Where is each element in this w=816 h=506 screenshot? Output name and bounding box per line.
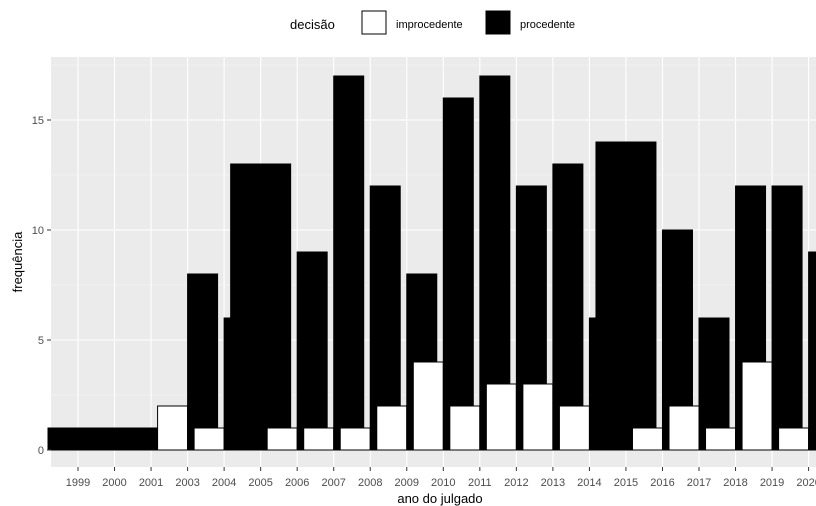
bar-improcedente-2010	[412, 361, 444, 451]
bar-improcedente-2008	[339, 427, 371, 451]
x-tick-label-2020: 2020	[796, 477, 816, 489]
x-tick-label-2019: 2019	[760, 477, 784, 489]
bar-improcedente-2013	[522, 383, 554, 451]
bar-improcedente-2004	[193, 427, 225, 451]
x-tick-label-1999: 1999	[66, 477, 90, 489]
x-axis-title: ano do julgado	[397, 491, 482, 506]
bar-improcedente-2014	[558, 405, 590, 451]
x-tick-label-2012: 2012	[504, 477, 528, 489]
y-axis: 0 5 10 15	[32, 115, 51, 457]
bar-procedente-2003	[187, 273, 219, 451]
y-tick-label: 5	[38, 335, 44, 347]
bar-improcedente-2003	[157, 405, 189, 451]
x-tick-label-2003: 2003	[175, 477, 199, 489]
legend: decisão improcedente procedente	[290, 10, 575, 35]
legend-title: decisão	[290, 17, 335, 32]
x-tick-label-2016: 2016	[650, 477, 674, 489]
x-tick-label-2005: 2005	[248, 477, 272, 489]
y-tick-label: 15	[32, 115, 44, 127]
x-tick-label-2017: 2017	[687, 477, 711, 489]
x-tick-label-2014: 2014	[577, 477, 601, 489]
legend-key-procedente	[485, 10, 511, 35]
x-tick-label-2009: 2009	[395, 477, 419, 489]
bar-improcedente-2011	[449, 405, 481, 451]
bar-procedente-2005	[230, 163, 292, 451]
bar-procedente-2020	[808, 251, 816, 451]
bar-improcedente-2020	[778, 427, 810, 451]
bar-improcedente-2016	[631, 427, 663, 451]
legend-label-procedente: procedente	[520, 19, 575, 31]
bar-procedente-2010	[442, 97, 474, 451]
bar-procedente-2015	[595, 141, 657, 451]
bar-procedente-2006	[296, 251, 328, 451]
x-tick-label-2015: 2015	[614, 477, 638, 489]
bar-improcedente-2006	[266, 427, 298, 451]
y-tick-label: 0	[38, 445, 44, 457]
legend-key-improcedente	[361, 10, 387, 35]
x-tick-label-2006: 2006	[285, 477, 309, 489]
bar-procedente-2007	[333, 75, 365, 451]
x-tick-label-2018: 2018	[723, 477, 747, 489]
x-tick-label-2001: 2001	[139, 477, 163, 489]
legend-label-improcedente: improcedente	[396, 19, 463, 31]
x-tick-label-2008: 2008	[358, 477, 382, 489]
x-tick-label-2010: 2010	[431, 477, 455, 489]
bars	[47, 75, 816, 451]
bar-improcedente-2007	[303, 427, 335, 451]
bar-improcedente-2019	[741, 361, 773, 451]
bar-procedente-2019	[771, 185, 803, 451]
x-tick-label-2007: 2007	[321, 477, 345, 489]
bar-improcedente-2017	[668, 405, 700, 451]
bar-improcedente-2018	[705, 427, 737, 451]
x-axis: 1999 2000 2001 2003 2004 2005 2006 2007 2008 2009…	[66, 467, 816, 489]
x-tick-label-2011: 2011	[468, 477, 492, 489]
bar-improcedente-2012	[485, 383, 517, 451]
y-tick-label: 10	[32, 225, 44, 237]
x-tick-label-2013: 2013	[541, 477, 565, 489]
bar-procedente-2013	[552, 163, 584, 451]
bar-improcedente-2009	[376, 405, 408, 451]
x-tick-label-2000: 2000	[102, 477, 126, 489]
y-axis-title: frequência	[10, 231, 25, 292]
x-tick-label-2004: 2004	[212, 477, 236, 489]
